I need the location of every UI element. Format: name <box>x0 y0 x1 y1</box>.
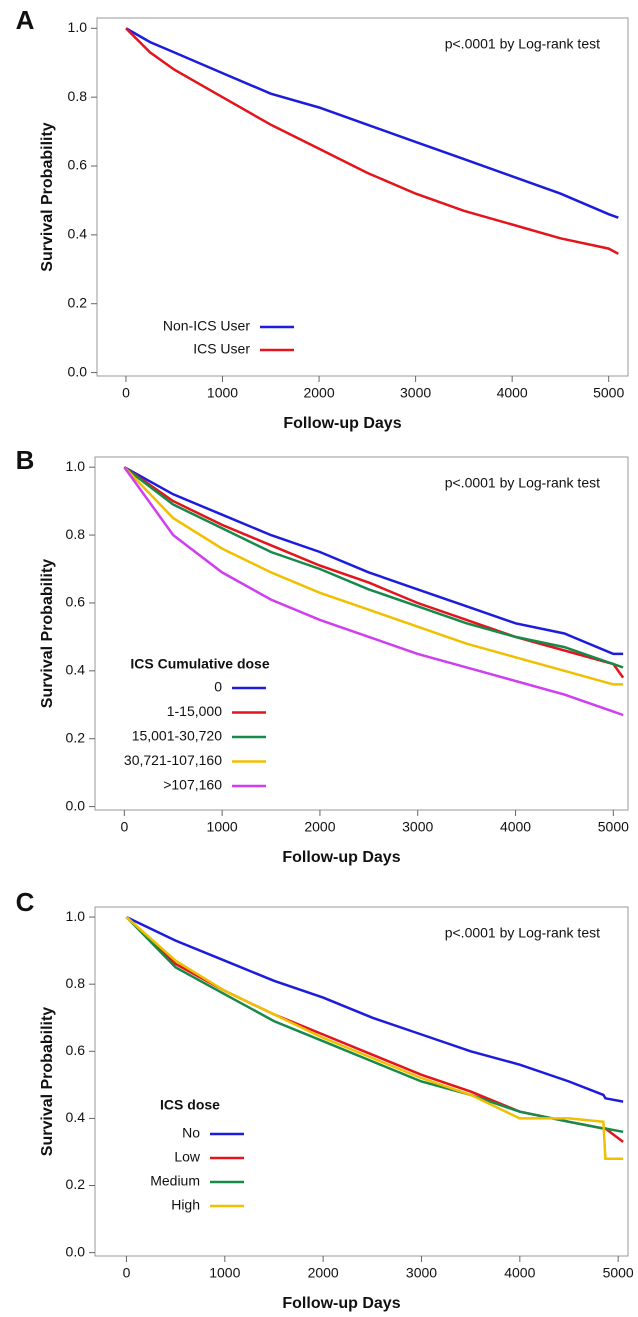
survival-curve <box>123 466 624 717</box>
y-tick-label: 0.6 <box>68 157 88 173</box>
y-tick-label: 0.6 <box>66 1042 86 1058</box>
panel-label: C <box>16 887 35 917</box>
x-tick-label: 3000 <box>400 385 431 401</box>
legend-label: Medium <box>150 1173 200 1189</box>
y-tick-label: 1.0 <box>66 908 86 924</box>
plot-frame <box>94 456 629 811</box>
x-tick-label: 0 <box>122 385 130 401</box>
legend-label: 30,721-107,160 <box>124 752 222 768</box>
annotation: p<.0001 by Log-rank test <box>445 36 600 52</box>
legend-label: >107,160 <box>163 777 222 793</box>
y-tick-label: 0.2 <box>66 1176 86 1192</box>
panel-label: B <box>16 445 35 475</box>
x-tick-label: 3000 <box>402 819 433 835</box>
survival-curve <box>123 466 624 669</box>
y-tick-label: 1.0 <box>68 19 88 35</box>
legend-label: Low <box>174 1149 201 1165</box>
legend-title: ICS dose <box>160 1097 220 1113</box>
y-axis-label: Survival Probability <box>39 122 56 271</box>
legend-title: ICS Cumulative dose <box>130 656 269 672</box>
plot-frame <box>96 17 629 377</box>
x-tick-label: 1000 <box>207 819 238 835</box>
survival-curve <box>123 466 625 679</box>
survival-curve <box>123 466 624 656</box>
x-tick-label: 5000 <box>593 385 624 401</box>
x-tick-label: 5000 <box>598 819 629 835</box>
y-tick-label: 0.0 <box>68 363 88 379</box>
y-tick-label: 1.0 <box>66 458 86 474</box>
y-tick-label: 0.2 <box>66 729 86 745</box>
x-tick-label: 3000 <box>406 1265 437 1281</box>
y-axis-label: Survival Probability <box>39 1007 56 1156</box>
legend-label: High <box>171 1197 200 1213</box>
x-tick-label: 2000 <box>308 1265 339 1281</box>
panel-label: A <box>16 5 35 35</box>
survival-curve <box>125 27 619 219</box>
x-tick-label: 4000 <box>504 1265 535 1281</box>
x-tick-label: 1000 <box>209 1265 240 1281</box>
y-tick-label: 0.8 <box>66 975 86 991</box>
survival-curve <box>125 27 619 255</box>
x-tick-label: 4000 <box>500 819 531 835</box>
annotation: p<.0001 by Log-rank test <box>445 925 600 941</box>
y-tick-label: 0.0 <box>66 1243 86 1259</box>
x-axis-label: Follow-up Days <box>282 1295 400 1312</box>
plot-frame <box>94 906 629 1257</box>
survival-curve <box>125 916 624 1160</box>
x-axis-label: Follow-up Days <box>283 415 401 432</box>
annotation: p<.0001 by Log-rank test <box>445 475 600 491</box>
y-tick-label: 0.4 <box>68 226 88 242</box>
y-tick-label: 0.8 <box>66 526 86 542</box>
legend-label: 0 <box>214 679 222 695</box>
x-tick-label: 4000 <box>497 385 528 401</box>
x-tick-label: 2000 <box>304 819 335 835</box>
x-tick-label: 2000 <box>303 385 334 401</box>
legend-label: No <box>182 1125 200 1141</box>
y-tick-label: 0.4 <box>66 662 86 678</box>
y-tick-label: 0.4 <box>66 1109 86 1125</box>
x-tick-label: 5000 <box>603 1265 634 1281</box>
x-tick-label: 1000 <box>207 385 238 401</box>
y-axis-label: Survival Probability <box>39 559 56 708</box>
y-tick-label: 0.6 <box>66 594 86 610</box>
y-tick-label: 0.8 <box>68 88 88 104</box>
survival-curve <box>125 915 624 1103</box>
x-tick-label: 0 <box>120 819 128 835</box>
survival-curve <box>123 466 624 686</box>
y-tick-label: 0.2 <box>68 294 88 310</box>
x-tick-label: 0 <box>123 1265 131 1281</box>
y-tick-label: 0.0 <box>66 797 86 813</box>
legend-label: 1-15,000 <box>167 703 222 719</box>
x-axis-label: Follow-up Days <box>282 849 400 866</box>
legend-label: Non-ICS User <box>163 318 250 334</box>
legend-label: ICS User <box>193 341 250 357</box>
legend-label: 15,001-30,720 <box>132 728 223 744</box>
